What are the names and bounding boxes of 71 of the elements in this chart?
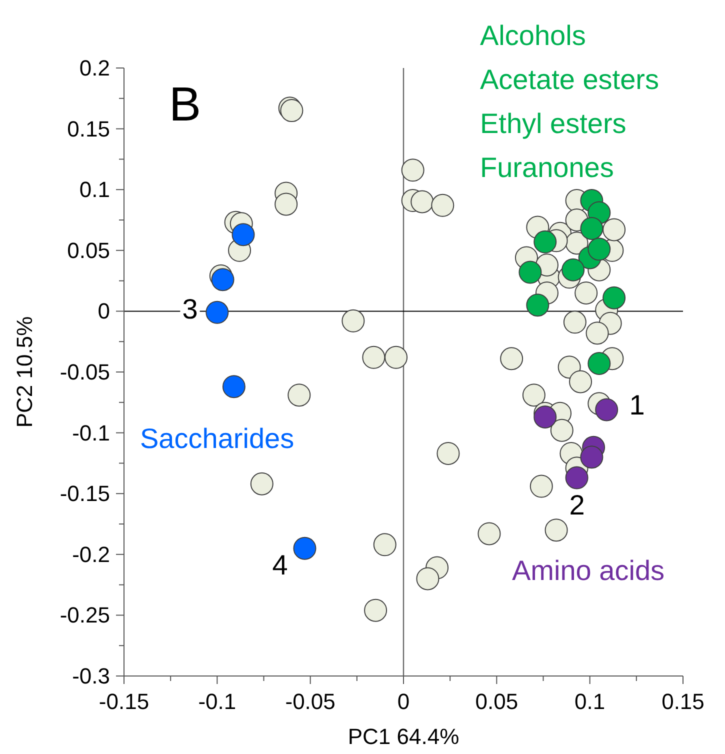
point	[558, 356, 581, 379]
annotation: 1	[629, 390, 645, 420]
point	[478, 522, 501, 546]
point	[526, 294, 550, 317]
point	[580, 446, 604, 469]
y-tick-label: -0.1	[72, 420, 110, 446]
point	[362, 346, 386, 369]
point	[530, 474, 553, 498]
point	[500, 347, 524, 370]
point	[574, 281, 598, 304]
y-tick-label: -0.05	[60, 360, 110, 384]
x-tick-label: 0.05	[475, 689, 518, 714]
point	[384, 346, 408, 369]
point	[250, 472, 274, 496]
x-tick-label: -0.15	[98, 689, 150, 714]
point	[550, 418, 574, 442]
point	[522, 384, 546, 407]
point	[293, 536, 316, 560]
x-tick-label: -0.05	[285, 689, 336, 714]
x-tick-label: 0	[397, 689, 410, 714]
point	[206, 300, 229, 324]
point	[580, 217, 604, 240]
point	[535, 253, 558, 276]
point	[518, 260, 542, 284]
annotation: 2	[569, 490, 585, 520]
point	[602, 218, 626, 242]
point	[588, 238, 611, 261]
text: Amino acids	[512, 555, 665, 586]
series-label: Alcohols Acetate esters Ethyl esters Furanones	[480, 20, 659, 183]
point	[288, 384, 311, 407]
point	[565, 466, 588, 490]
point	[586, 322, 609, 345]
point	[562, 258, 585, 282]
point	[222, 375, 246, 398]
y-tick-label: -0.2	[72, 542, 110, 567]
point	[602, 286, 626, 310]
point	[416, 567, 440, 590]
y-tick-label: 0.1	[79, 177, 110, 202]
point	[342, 309, 365, 332]
point	[436, 442, 460, 465]
point	[410, 190, 434, 214]
y-tick-label: 0.15	[67, 116, 110, 142]
x-tick-label: 0.15	[662, 689, 704, 714]
point	[588, 352, 611, 375]
point	[211, 268, 234, 292]
point	[563, 310, 586, 334]
point	[534, 230, 557, 254]
x-tick-label: -0.1	[198, 689, 236, 714]
y-tick-label: -0.3	[72, 664, 110, 688]
point	[569, 370, 592, 394]
series-label: Saccharides	[140, 423, 294, 454]
y-tick-label: -0.25	[60, 602, 110, 628]
y-tick-label: 0	[98, 298, 110, 324]
point	[373, 533, 396, 556]
x-tick-label: 0.1	[574, 689, 606, 714]
point	[274, 192, 298, 216]
y-tick-label: 0.2	[79, 56, 110, 80]
y-tick-label: 0.05	[67, 238, 110, 263]
point	[401, 158, 424, 182]
point	[364, 598, 388, 622]
point	[232, 223, 255, 246]
y-tick-label: -0.15	[60, 481, 110, 506]
point	[544, 518, 568, 542]
annotation: 4	[272, 550, 288, 580]
y-axis-title: PC2 10.5%	[12, 316, 37, 428]
point	[431, 194, 454, 217]
annotation: B	[168, 78, 202, 132]
x-axis-title: PC1 64.4%	[348, 724, 460, 749]
point	[595, 398, 618, 422]
point	[534, 405, 557, 428]
annotation: 3	[182, 294, 198, 324]
